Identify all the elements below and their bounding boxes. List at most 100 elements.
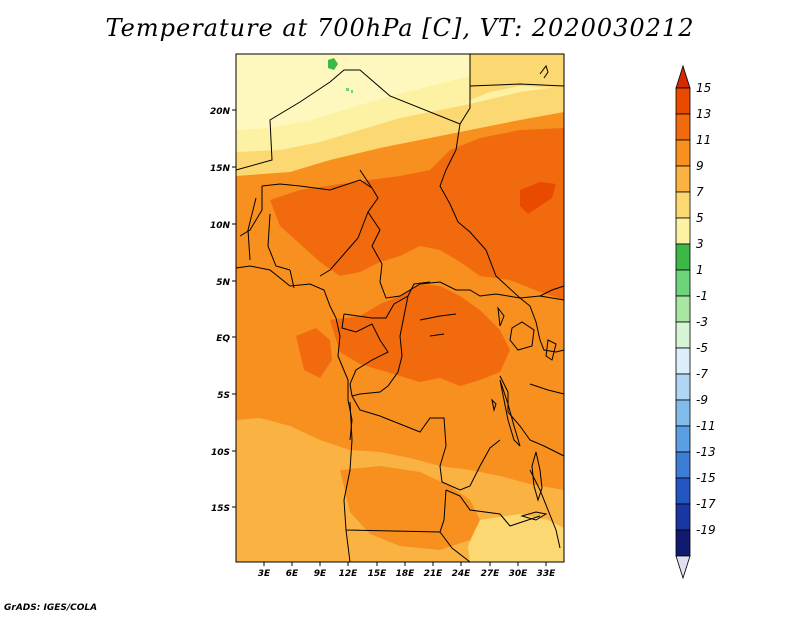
colorbar-label-17: -19 [696, 523, 716, 537]
colorbar-label-10: -5 [696, 341, 708, 355]
border-niger-chad [359, 169, 521, 299]
colorbar-swatch-12 [675, 399, 691, 427]
lake-tanganyika [499, 379, 521, 447]
lake-turkana [545, 339, 557, 361]
border-ne-corner [469, 83, 565, 87]
lake-albert [497, 306, 505, 327]
colorbar-swatch-0 [675, 87, 691, 115]
colorbar-label-7: 1 [696, 263, 704, 277]
temperature-band-13 [520, 182, 556, 214]
colorbar-swatch-8 [675, 295, 691, 323]
colorbar-swatch-9 [675, 321, 691, 349]
colorbar-bottom-arrow [675, 555, 691, 580]
colorbar-swatch-17 [675, 529, 691, 557]
temperature-cell-1-small [346, 88, 349, 91]
latitude-axis: 20N 15N 10N 5N EQ 5S 10S 15S [210, 107, 231, 514]
colorbar-swatch-2 [675, 139, 691, 167]
border-mozambique [529, 469, 561, 549]
lat-label-20n: 20N [210, 107, 231, 117]
lon-label-3e: 3E [258, 569, 271, 579]
lake-malawi [531, 451, 543, 502]
lon-label-30e: 30E [509, 569, 529, 579]
border-nigeria-cameroon [319, 211, 369, 277]
axis-ticks [232, 109, 547, 566]
lat-label-5n: 5N [216, 278, 230, 288]
colorbar-swatch-7 [675, 269, 691, 297]
colorbar-swatch-10 [675, 347, 691, 375]
colorbar-top-arrow [675, 64, 691, 89]
border-ethiopia [539, 285, 565, 297]
border-nigeria [261, 179, 373, 191]
coast-red-sea [539, 64, 549, 79]
border-angola [343, 401, 447, 533]
colorbar-swatch-5 [675, 217, 691, 245]
lake-kivu-small [491, 398, 497, 412]
colorbar-swatch-14 [675, 451, 691, 479]
border-namibia [345, 529, 471, 563]
colorbar-label-9: -3 [696, 315, 708, 329]
map-panel: 20N 15N 10N 5N EQ 5S 10S 15S 3E 6E 9E 12… [210, 53, 565, 579]
colorbar-swatch-11 [675, 373, 691, 401]
lat-label-10n: 10N [210, 221, 231, 231]
colorbar-label-4: 7 [696, 185, 704, 199]
temperature-band-11-west [296, 328, 332, 378]
colorbar-swatch-6 [675, 243, 691, 271]
colorbar-swatch-4 [675, 191, 691, 219]
temperature-band-9-south [340, 466, 480, 550]
lon-label-6e: 6E [286, 569, 299, 579]
colorbar-label-11: -7 [696, 367, 708, 381]
lat-label-15s: 15S [211, 504, 230, 514]
colorbar-label-0: 15 [696, 81, 711, 95]
temperature-band-11-north [270, 128, 564, 300]
colorbar-label-14: -13 [696, 445, 716, 459]
border-east-lakes [499, 375, 565, 457]
temperature-band-5-south [468, 514, 564, 562]
colorbar-label-3: 9 [696, 159, 704, 173]
colorbar-swatch-3 [675, 165, 691, 193]
temperature-patch-ne [470, 54, 564, 100]
colorbar-label-1: 13 [696, 107, 711, 121]
colorbar-label-2: 11 [696, 133, 711, 147]
lon-label-15e: 15E [368, 569, 388, 579]
border-drc-east [351, 295, 409, 397]
lat-label-10s: 10S [211, 448, 230, 458]
river-congo [419, 313, 457, 337]
colorbar-label-13: -11 [696, 419, 716, 433]
colorbar-swatch-15 [675, 477, 691, 505]
lon-label-24e: 24E [452, 569, 472, 579]
lon-label-27e: 27E [481, 569, 501, 579]
border-north-sahara [235, 54, 471, 171]
lake-victoria [509, 321, 535, 351]
lon-label-21e: 21E [424, 569, 444, 579]
grads-credit: GrADS: IGES/COLA [4, 603, 98, 613]
map-frame [235, 53, 565, 563]
border-chad-sudan [439, 123, 565, 301]
chart-title: Temperature at 700hPa [C], VT: 202003021… [105, 14, 695, 42]
temperature-cell-1-small-2 [351, 90, 353, 93]
lat-label-15n: 15N [210, 164, 231, 174]
lon-label-33e: 33E [537, 569, 557, 579]
coast-west-africa [235, 265, 353, 441]
colorbar-label-12: -9 [696, 393, 708, 407]
temperature-cell-1-north [328, 58, 338, 70]
lat-label-5s: 5S [217, 391, 230, 401]
lon-label-18e: 18E [396, 569, 416, 579]
colorbar: 15 13 11 9 7 5 3 1 -1 -3 -5 -7 -9 -11 -13 -15 -17 -19 [675, 64, 716, 580]
country-borders [235, 54, 565, 563]
border-car [343, 281, 431, 319]
border-zambia [445, 489, 541, 527]
border-west-countries [239, 186, 295, 289]
longitude-axis: 3E 6E 9E 12E 15E 18E 21E 24E 27E 30E 33E [258, 569, 556, 579]
colorbar-label-8: -1 [696, 289, 708, 303]
lon-label-9e: 9E [314, 569, 327, 579]
border-drc-south [351, 395, 501, 491]
colorbar-label-16: -17 [696, 497, 716, 511]
temperature-band-11-central [330, 284, 510, 386]
colorbar-label-5: 5 [696, 211, 704, 225]
colorbar-label-6: 3 [696, 237, 704, 251]
border-uganda-kenya [519, 297, 565, 353]
border-tanzania [529, 383, 565, 395]
lat-label-eq: EQ [216, 334, 230, 344]
lake-kariba [520, 511, 548, 521]
